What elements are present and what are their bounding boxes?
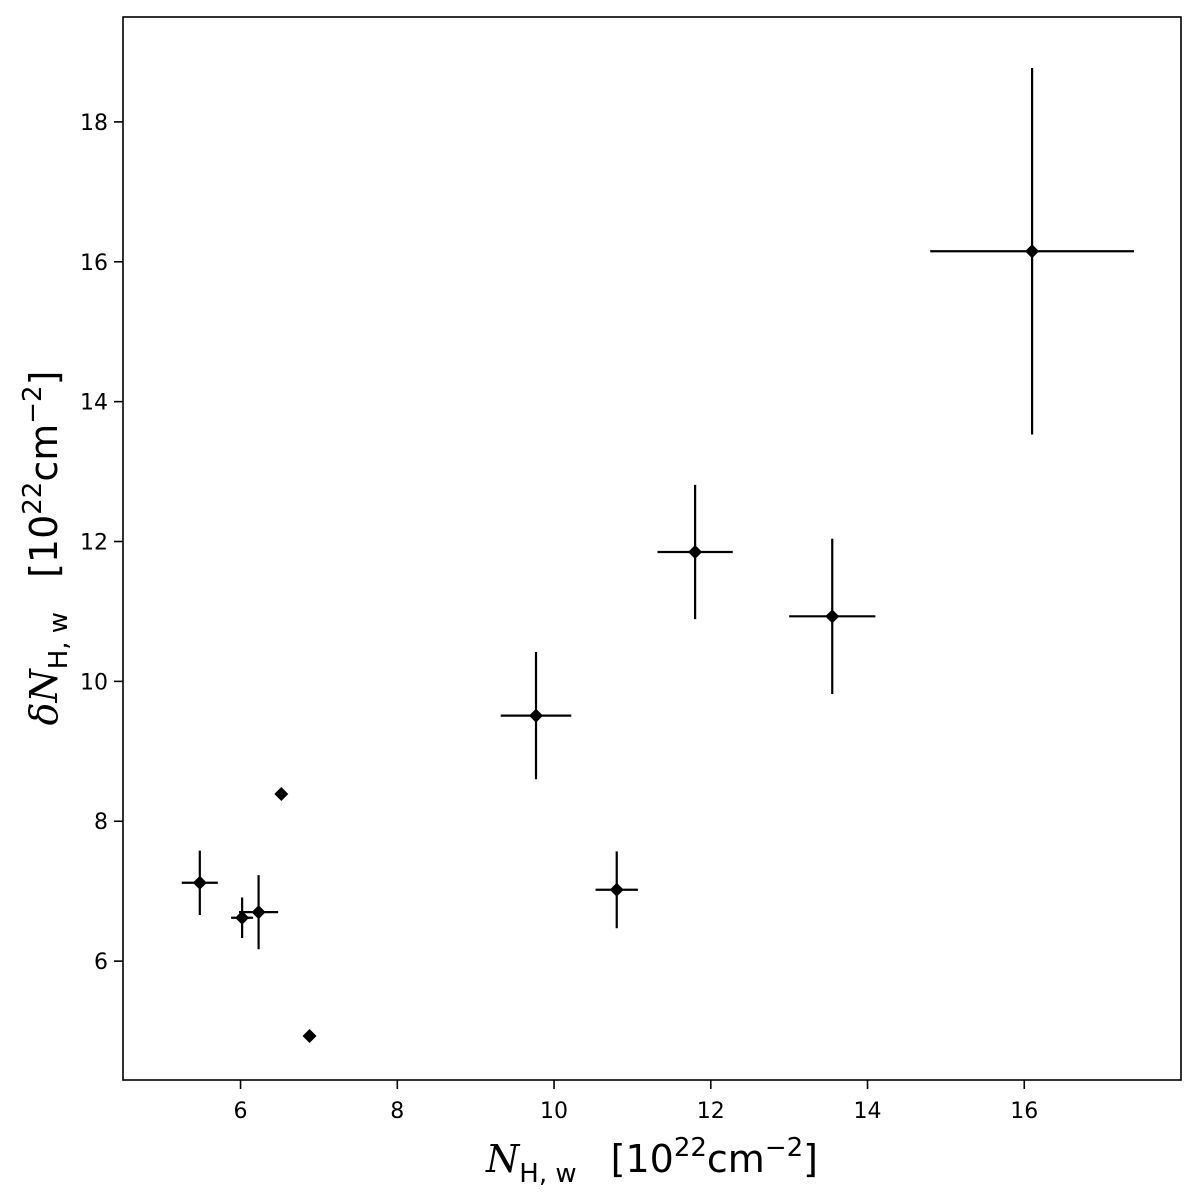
x-tick-label: 6 [234, 1099, 248, 1124]
diamond-marker [609, 882, 624, 897]
data-point [274, 786, 289, 801]
y-tick-label: 10 [80, 670, 108, 695]
x-axis-ticks: 6 8 10 12 14 16 [234, 1080, 1038, 1124]
y-tick-label: 8 [94, 810, 108, 835]
y-axis-label: δNH, w[1022cm−2] [18, 371, 74, 726]
diamond-marker [274, 786, 289, 801]
data-point [302, 1028, 317, 1043]
diamond-marker [251, 905, 266, 920]
y-tick-label: 14 [80, 391, 108, 416]
y-tick-label: 18 [80, 111, 108, 136]
data-point [238, 875, 279, 950]
data-point [930, 68, 1134, 435]
diamond-marker [688, 544, 703, 559]
data-point [231, 897, 254, 939]
diamond-marker [192, 875, 207, 890]
diamond-marker [825, 609, 840, 624]
diamond-marker [302, 1028, 317, 1043]
diamond-marker [235, 910, 250, 925]
data-points [181, 68, 1134, 1043]
y-tick-label: 16 [80, 251, 108, 276]
x-tick-label: 14 [854, 1099, 882, 1124]
plot-frame [122, 16, 1182, 1081]
y-axis-ticks: 6 8 10 12 14 16 18 [80, 111, 123, 975]
x-tick-label: 16 [1010, 1099, 1038, 1124]
x-tick-label: 8 [390, 1099, 404, 1124]
y-tick-label: 12 [80, 531, 108, 556]
data-point [789, 538, 876, 694]
x-tick-label: 12 [697, 1099, 725, 1124]
data-point [657, 484, 733, 620]
y-tick-label: 6 [94, 950, 108, 975]
x-axis-label: NH, w [1022cm−2] [485, 1133, 818, 1189]
diamond-marker [1025, 244, 1040, 259]
data-point [181, 850, 218, 915]
data-point [595, 851, 638, 929]
x-tick-label: 10 [540, 1099, 568, 1124]
diamond-marker [529, 708, 544, 723]
data-point [500, 652, 572, 780]
